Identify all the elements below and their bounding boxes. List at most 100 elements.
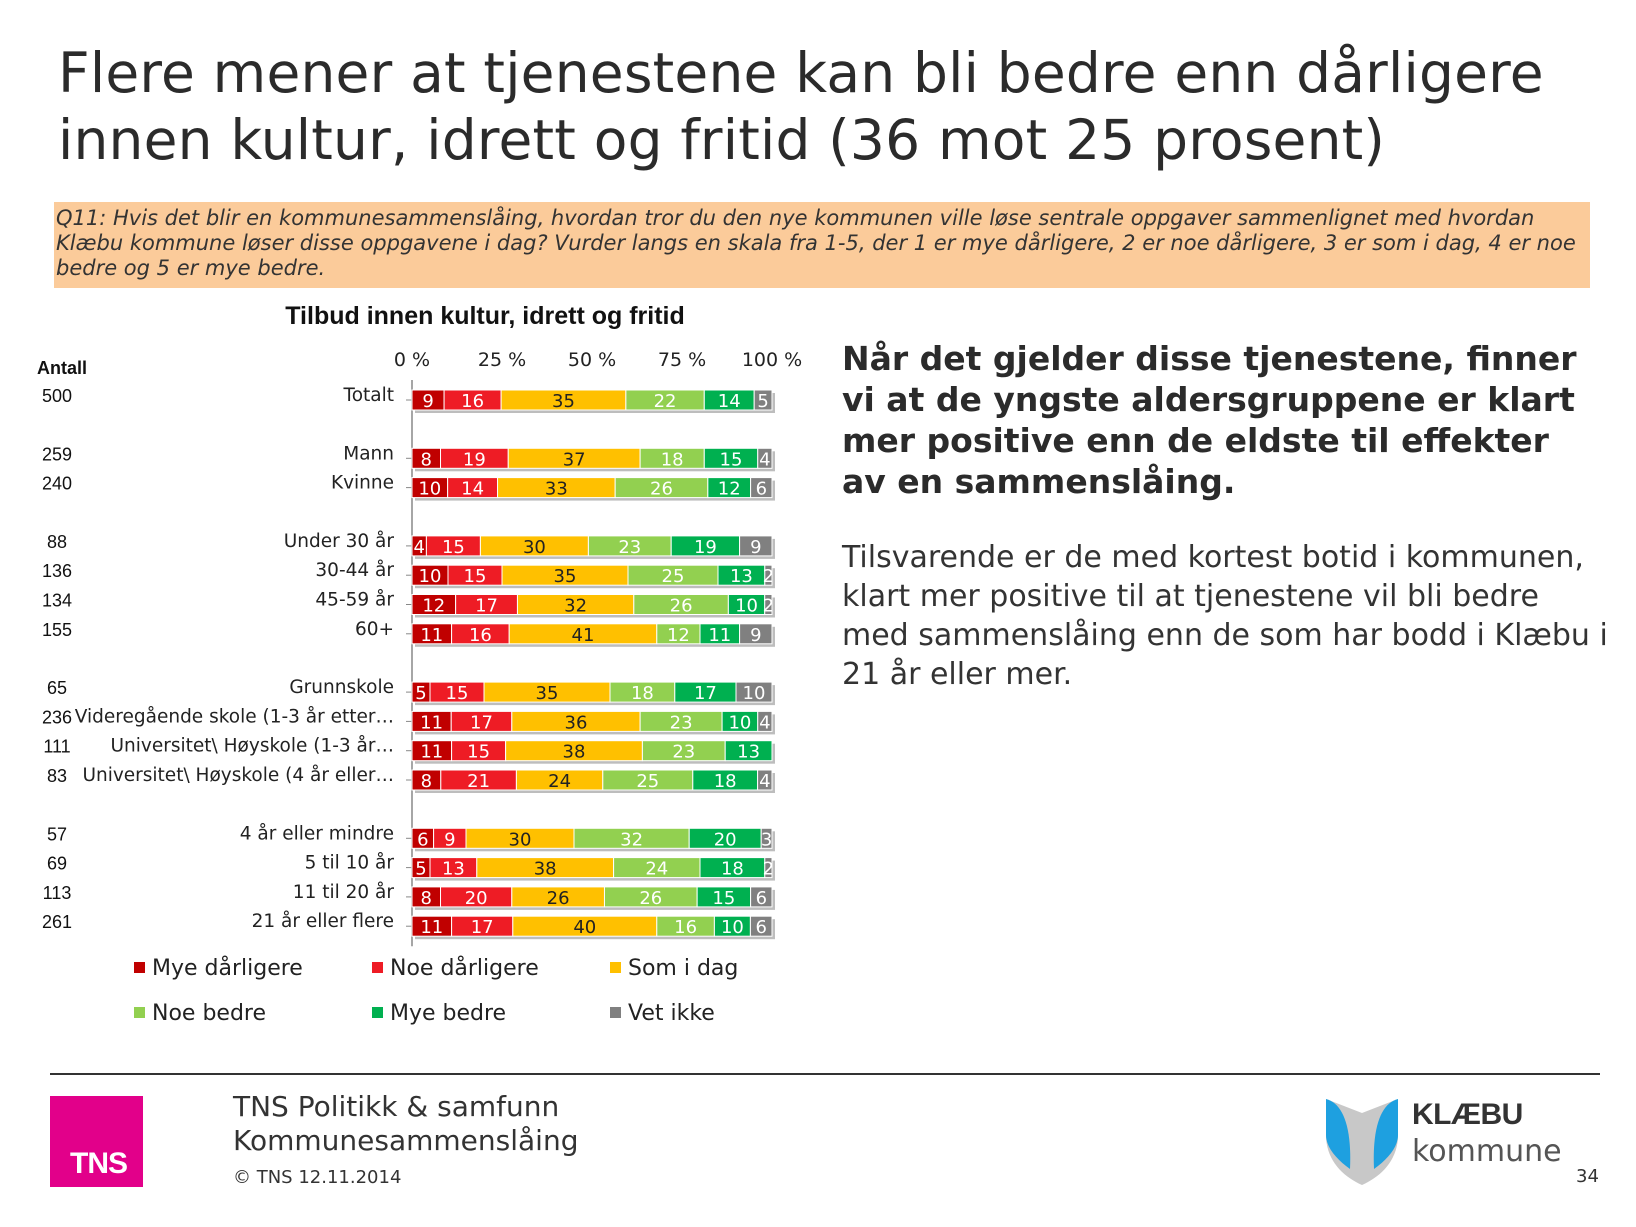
legend-item: Mye bedre xyxy=(372,1001,506,1026)
category-label: 30-44 år xyxy=(315,560,394,581)
bar-segment xyxy=(750,477,773,499)
data-label: 13 xyxy=(442,859,465,880)
data-label: 6 xyxy=(756,479,767,500)
row-count: 261 xyxy=(42,912,72,932)
data-label: 6 xyxy=(417,829,428,850)
row-count: 69 xyxy=(47,854,67,874)
data-label: 24 xyxy=(645,859,668,880)
row-count: 155 xyxy=(42,620,72,640)
data-label: 35 xyxy=(554,566,577,587)
data-label: 30 xyxy=(523,537,546,558)
data-label: 10 xyxy=(743,683,766,704)
x-tick-label: 100 % xyxy=(742,349,802,371)
data-label: 17 xyxy=(471,917,494,938)
legend-swatch xyxy=(134,962,145,973)
data-label: 19 xyxy=(463,449,486,470)
tns-logo: TNS xyxy=(50,1096,143,1187)
data-label: 26 xyxy=(547,888,570,909)
legend-label: Noe dårligere xyxy=(390,956,539,981)
klabu-subtitle: kommune xyxy=(1412,1134,1562,1169)
bar-segment xyxy=(764,594,773,615)
legend-swatch xyxy=(372,962,383,973)
x-tick-label: 50 % xyxy=(568,349,616,371)
data-label: 32 xyxy=(564,596,587,617)
data-label: 17 xyxy=(475,596,498,617)
data-label: 15 xyxy=(467,742,490,763)
bar-segment xyxy=(757,710,773,732)
category-label: Mann xyxy=(343,443,394,464)
category-label: Grunnskole xyxy=(289,677,394,698)
bar-segment xyxy=(757,769,773,791)
data-label: 23 xyxy=(618,537,641,558)
data-label: 19 xyxy=(694,537,717,558)
category-label: 60+ xyxy=(355,619,394,640)
bar-segment xyxy=(753,389,773,411)
category-label: 5 til 10 år xyxy=(305,853,395,874)
data-label: 5 xyxy=(415,859,426,880)
bar-segment xyxy=(749,915,773,937)
bar-segment xyxy=(735,681,773,703)
data-label: 30 xyxy=(509,829,532,850)
row-count: 240 xyxy=(42,474,72,494)
data-label: 3 xyxy=(761,829,772,850)
data-label: 25 xyxy=(636,771,659,792)
data-label: 37 xyxy=(563,449,586,470)
footer-copyright: © TNS 12.11.2014 xyxy=(233,1167,402,1188)
data-label: 26 xyxy=(650,479,673,500)
data-label: 12 xyxy=(667,625,690,646)
data-label: 25 xyxy=(662,566,685,587)
footer-org-line1: TNS Politikk & samfunn xyxy=(233,1090,560,1123)
row-count: 111 xyxy=(43,737,70,757)
bar-segment xyxy=(764,564,773,586)
legend-swatch xyxy=(134,1007,145,1018)
data-label: 5 xyxy=(415,683,426,704)
category-label: Universitet\ Høyskole (4 år eller… xyxy=(82,765,394,786)
klabu-name: KLÆBU xyxy=(1412,1098,1523,1131)
category-label: 45-59 år xyxy=(315,590,394,611)
data-label: 10 xyxy=(721,917,744,938)
data-label: 11 xyxy=(420,917,443,938)
data-label: 14 xyxy=(718,391,741,412)
row-count: 134 xyxy=(42,591,72,611)
x-tick-label: 0 % xyxy=(394,349,430,371)
bar-segment xyxy=(724,740,773,762)
legend-item: Noe dårligere xyxy=(372,956,539,981)
data-label: 15 xyxy=(464,566,487,587)
data-label: 23 xyxy=(670,712,693,733)
data-label: 18 xyxy=(631,683,654,704)
footer-divider xyxy=(50,1073,1600,1075)
chart-title: Tilbud innen kultur, idrett og fritid xyxy=(285,302,685,330)
bar-segment xyxy=(750,886,773,908)
data-label: 5 xyxy=(757,391,768,412)
data-label: 16 xyxy=(674,917,697,938)
legend-item: Noe bedre xyxy=(134,1001,266,1026)
data-label: 17 xyxy=(694,683,717,704)
data-label: 10 xyxy=(418,479,441,500)
data-label: 15 xyxy=(446,683,469,704)
slide-title: Flere mener at tjenestene kan bli bedre … xyxy=(58,41,1544,172)
data-label: 2 xyxy=(763,566,774,587)
legend-item: Som i dag xyxy=(610,956,738,981)
bar-segment xyxy=(739,623,773,645)
row-count: 500 xyxy=(42,386,72,406)
category-label: Kvinne xyxy=(331,473,394,494)
data-label: 11 xyxy=(420,625,443,646)
data-label: 18 xyxy=(714,771,737,792)
data-label: 13 xyxy=(737,742,760,763)
row-count: 236 xyxy=(42,707,72,727)
data-label: 9 xyxy=(444,829,455,850)
footer-org-line2: Kommunesammenslåing xyxy=(233,1124,579,1157)
stacked-bar-chart: 0 % 25 % 50 % 75 % 100 %500 Totalt 9 16 35 22 14 52… xyxy=(42,349,802,947)
data-label: 26 xyxy=(639,888,662,909)
category-label: Totalt xyxy=(343,385,394,406)
data-label: 38 xyxy=(534,859,557,880)
data-label: 8 xyxy=(421,888,432,909)
data-label: 35 xyxy=(552,391,575,412)
count-column-header: Antall xyxy=(37,358,88,378)
summary-headline: Når det gjelder disse tjenestene, finner… xyxy=(842,339,1577,501)
data-label: 15 xyxy=(712,888,735,909)
data-label: 10 xyxy=(728,712,751,733)
data-label: 20 xyxy=(714,829,737,850)
data-label: 32 xyxy=(620,829,643,850)
data-label: 15 xyxy=(720,449,743,470)
